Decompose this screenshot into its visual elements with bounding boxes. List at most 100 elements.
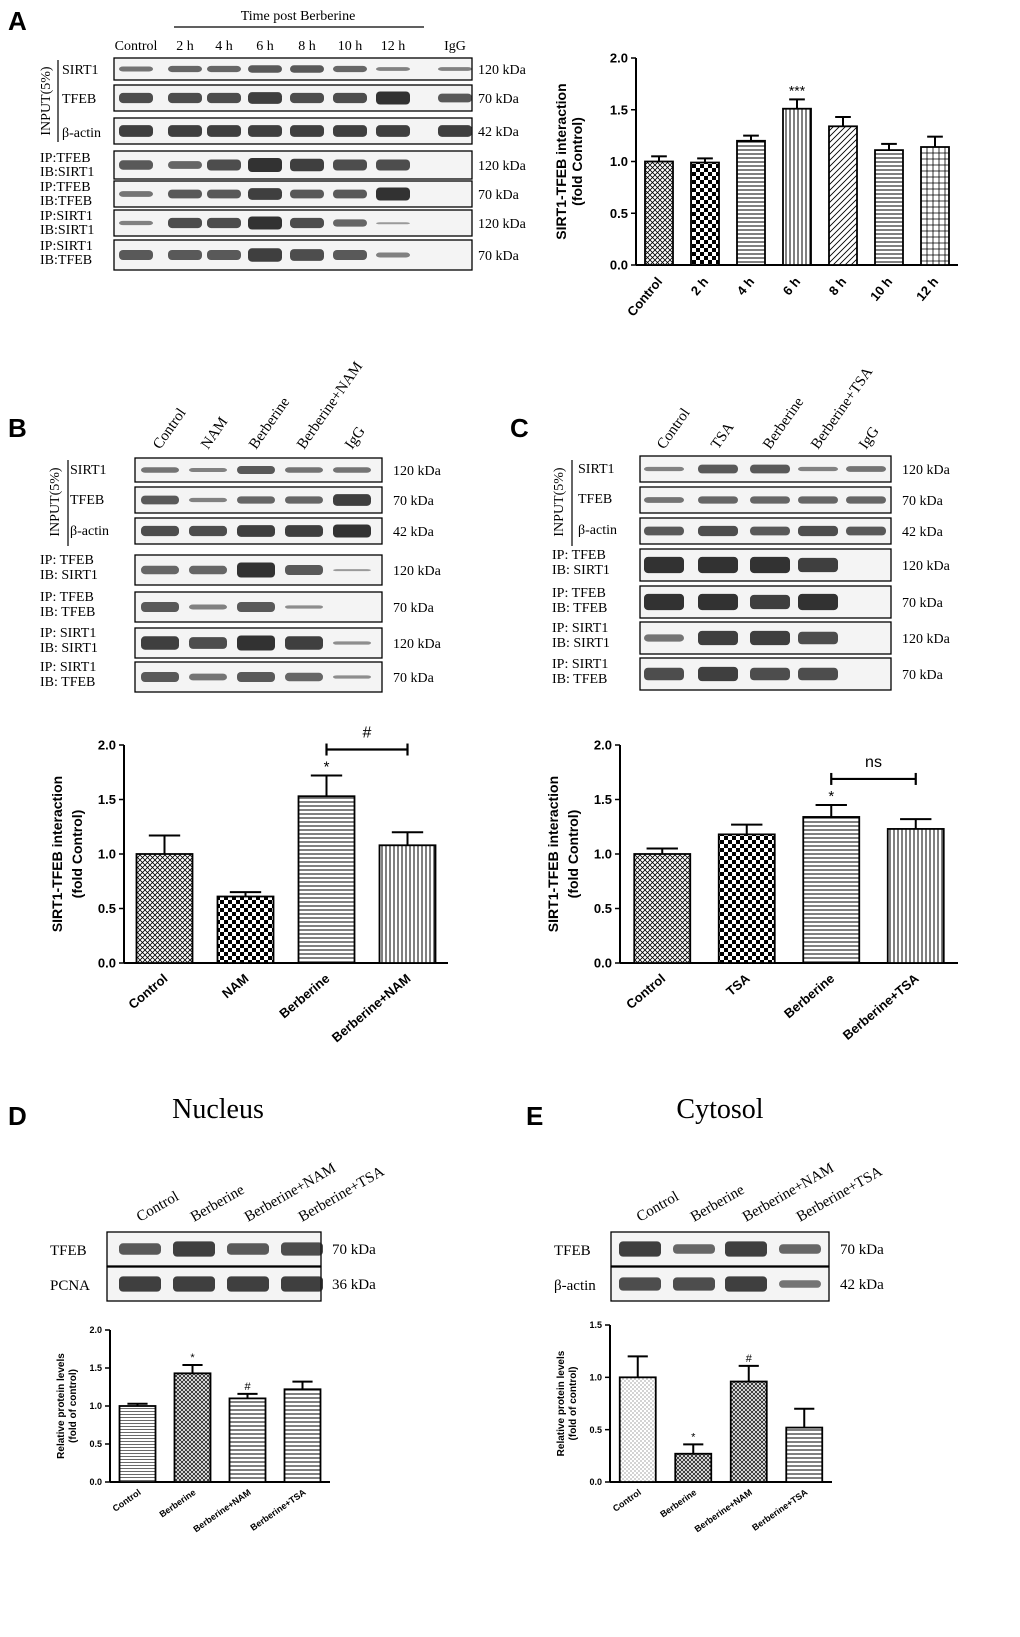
y-tick-label: 1.5 (98, 792, 116, 807)
blot-band (698, 666, 738, 682)
blot-band (644, 634, 684, 642)
lane-label: Control (150, 406, 189, 453)
blot-band (189, 565, 227, 575)
blot-band (248, 65, 282, 73)
x-tick-label: Control (611, 1487, 643, 1514)
chart-panel-d: 0.0 0.5 1.0 1.5 2.0 Relative protein levels (f… (56, 1325, 330, 1534)
blot-band (119, 66, 153, 72)
blot-band (290, 92, 324, 104)
y-tick-label: 0.0 (89, 1477, 102, 1487)
blot-band (644, 466, 684, 472)
y-axis-label: Relative protein levels (556, 1350, 567, 1456)
cytosol-title: Cytosol (676, 1094, 763, 1125)
blot-band (798, 667, 838, 681)
blot-band (846, 526, 886, 536)
significance-label: * (190, 1352, 195, 1364)
blot-band (119, 92, 153, 104)
y-tick-label: 0.0 (610, 258, 628, 273)
blot-band (333, 494, 371, 506)
kda-label: 70 kDa (902, 494, 944, 509)
row-label: IP: SIRT1 (40, 660, 96, 675)
row-label: SIRT1 (62, 63, 99, 78)
blot-band (168, 65, 202, 73)
blot-band (376, 67, 410, 71)
kda-label: 70 kDa (478, 249, 520, 264)
y-axis-label: SIRT1-TFEB interaction (545, 776, 561, 932)
blot-band (141, 525, 179, 537)
significance-label: * (828, 788, 834, 805)
kda-label: 120 kDa (478, 63, 527, 78)
row-label: IP: TFEB (552, 586, 606, 601)
y-tick-label: 0.0 (594, 956, 612, 971)
lane-label: Control (654, 406, 693, 453)
row-label: β-actin (578, 523, 617, 538)
blot-band (119, 125, 153, 137)
row-label: TFEB (62, 92, 96, 107)
x-tick-label: 12 h (913, 274, 941, 304)
blot-band (798, 557, 838, 573)
kda-label: 70 kDa (393, 601, 435, 616)
row-label: IP: SIRT1 (40, 626, 96, 641)
y-tick-label: 0.5 (589, 1425, 602, 1435)
bar (216, 895, 275, 964)
panel-letter-a: A (8, 6, 27, 36)
row-label: SIRT1 (578, 462, 615, 477)
y-axis-label: SIRT1-TFEB interaction (553, 83, 569, 239)
row-label: SIRT1 (70, 463, 107, 478)
blot-band (750, 630, 790, 646)
y-axis-label: (fold of control) (568, 1367, 579, 1441)
kda-label: 42 kDa (840, 1277, 884, 1293)
row-label-line2: IB: TFEB (552, 601, 607, 616)
x-tick-label: Berberine (781, 971, 837, 1022)
western-blots: Control 2 h 4 h 6 h 8 h 10 h 12 h IgG SIRT1 120 k… (39, 9, 951, 1302)
bar (874, 149, 904, 266)
blot-band (698, 630, 738, 646)
blot-band (285, 496, 323, 504)
blot-band (248, 157, 282, 173)
x-tick-label: 4 h (734, 274, 758, 298)
blot-band (333, 65, 367, 73)
kda-label: 42 kDa (902, 525, 944, 540)
blot-band (333, 467, 371, 473)
blot-band (644, 667, 684, 681)
x-tick-label: TSA (723, 970, 753, 999)
kda-label: 120 kDa (902, 559, 951, 574)
lane-label: 12 h (381, 39, 406, 54)
blot-band (119, 160, 153, 170)
blot-band (237, 671, 275, 683)
significance-label: # (746, 1353, 753, 1365)
chart-panel-e: 0.0 0.5 1.0 1.5 Relative protein levels (fold… (556, 1320, 832, 1534)
row-label: TFEB (70, 493, 104, 508)
blot-band (290, 125, 324, 137)
row-label: TFEB (554, 1243, 591, 1259)
row-label-line2: IB: SIRT1 (552, 563, 610, 578)
y-tick-label: 2.0 (98, 738, 116, 753)
kda-label: 120 kDa (902, 632, 951, 647)
blot-band (750, 464, 790, 474)
x-tick-label: Berberine (276, 971, 332, 1022)
blot-band (189, 673, 227, 681)
input-bracket-label: INPUT(5%) (552, 467, 567, 537)
blot-band (725, 1241, 767, 1257)
y-tick-label: 0.5 (610, 206, 628, 221)
blot-band (333, 159, 367, 171)
lane-label: Control (634, 1189, 682, 1226)
kda-label: 70 kDa (902, 596, 944, 611)
bar (802, 816, 861, 964)
blot-band (237, 496, 275, 504)
x-tick-label: Berberine+TSA (750, 1487, 810, 1533)
bar (828, 125, 858, 266)
kda-label: 120 kDa (393, 564, 442, 579)
lane-label: 10 h (338, 39, 363, 54)
y-axis-label: SIRT1-TFEB interaction (49, 776, 65, 932)
blot-band (376, 252, 410, 258)
lane-label: Berberine (688, 1182, 748, 1226)
bar (729, 1380, 768, 1483)
row-label: IP: TFEB (40, 553, 94, 568)
blot-band (119, 1243, 161, 1255)
blot-band (248, 125, 282, 137)
bar (736, 139, 766, 266)
y-tick-label: 2.0 (610, 51, 628, 66)
x-tick-label: Berberine (157, 1487, 197, 1519)
bar (920, 146, 950, 266)
